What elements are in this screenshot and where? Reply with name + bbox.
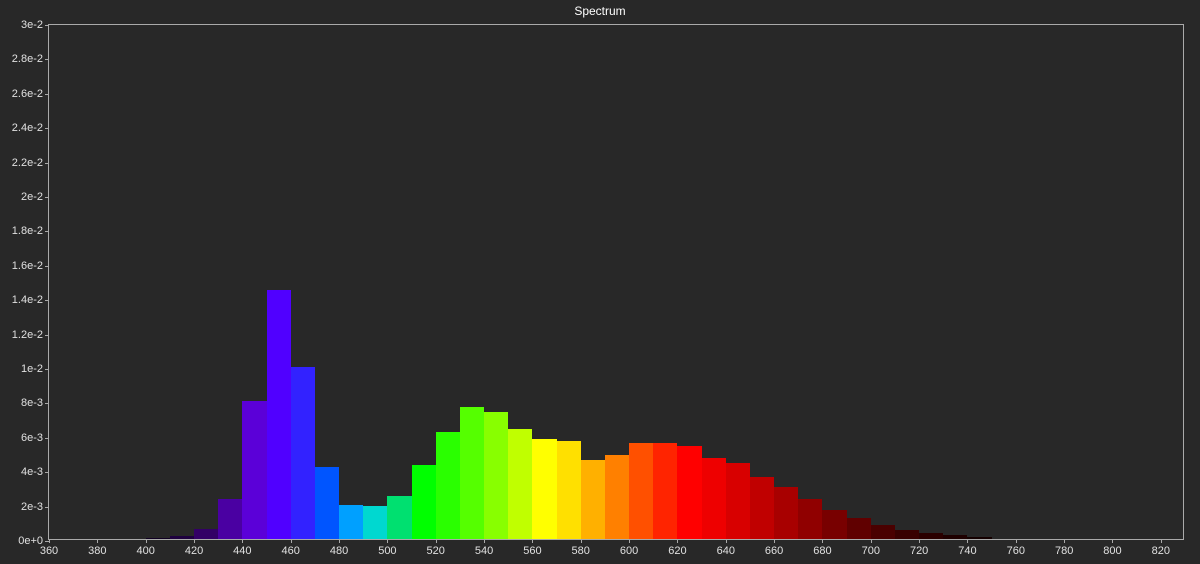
spectrum-bar: [702, 458, 726, 539]
spectrum-bar: [750, 477, 774, 539]
x-tick-mark: [629, 539, 630, 543]
x-tick-mark: [774, 539, 775, 543]
spectrum-bar: [605, 455, 629, 539]
spectrum-bar: [242, 401, 266, 539]
spectrum-bar: [774, 487, 798, 539]
spectrum-bar: [339, 505, 363, 539]
spectrum-bar: [871, 525, 895, 539]
x-tick-mark: [677, 539, 678, 543]
x-tick-mark: [339, 539, 340, 543]
spectrum-bar: [291, 367, 315, 539]
y-tick-mark: [45, 94, 49, 95]
spectrum-bar: [557, 441, 581, 539]
x-tick-mark: [1016, 539, 1017, 543]
spectrum-bar: [581, 460, 605, 539]
y-tick-label: 2.4e-2: [12, 122, 49, 134]
y-tick-mark: [45, 335, 49, 336]
y-tick-label: 1.2e-2: [12, 329, 49, 341]
y-tick-mark: [45, 438, 49, 439]
y-tick-mark: [45, 197, 49, 198]
y-tick-mark: [45, 59, 49, 60]
spectrum-bar: [267, 290, 291, 539]
spectrum-bar: [484, 412, 508, 539]
y-tick-label: 2.2e-2: [12, 157, 49, 169]
x-tick-mark: [1064, 539, 1065, 543]
spectrum-chart: Spectrum 0e+02e-34e-36e-38e-31e-21.2e-21…: [0, 0, 1200, 564]
x-tick-mark: [97, 539, 98, 543]
x-tick-mark: [436, 539, 437, 543]
x-tick-mark: [581, 539, 582, 543]
spectrum-bar: [218, 499, 242, 539]
x-tick-mark: [871, 539, 872, 543]
y-tick-label: 2.6e-2: [12, 88, 49, 100]
spectrum-bar: [822, 510, 846, 539]
spectrum-bar: [532, 439, 556, 539]
y-tick-mark: [45, 472, 49, 473]
x-tick-mark: [49, 539, 50, 543]
y-tick-mark: [45, 369, 49, 370]
chart-title: Spectrum: [574, 4, 625, 18]
x-tick-mark: [194, 539, 195, 543]
x-tick-mark: [1161, 539, 1162, 543]
y-tick-mark: [45, 507, 49, 508]
y-tick-label: 1.4e-2: [12, 294, 49, 306]
y-tick-mark: [45, 403, 49, 404]
x-tick-mark: [242, 539, 243, 543]
spectrum-bar: [798, 499, 822, 539]
y-tick-label: 1.6e-2: [12, 260, 49, 272]
plot-area: 0e+02e-34e-36e-38e-31e-21.2e-21.4e-21.6e…: [48, 24, 1184, 540]
x-tick-mark: [146, 539, 147, 543]
x-tick-mark: [532, 539, 533, 543]
spectrum-bar: [363, 506, 387, 539]
y-tick-label: 2.8e-2: [12, 53, 49, 65]
spectrum-bar: [460, 407, 484, 539]
spectrum-bar: [508, 429, 532, 539]
x-tick-mark: [291, 539, 292, 543]
x-tick-mark: [1112, 539, 1113, 543]
spectrum-bar: [436, 432, 460, 539]
x-tick-mark: [484, 539, 485, 543]
spectrum-bar: [847, 518, 871, 539]
spectrum-bar: [726, 463, 750, 539]
bars-container: [49, 25, 1183, 539]
x-tick-mark: [387, 539, 388, 543]
spectrum-bar: [387, 496, 411, 539]
x-tick-mark: [822, 539, 823, 543]
y-tick-mark: [45, 231, 49, 232]
y-tick-mark: [45, 25, 49, 26]
y-tick-mark: [45, 163, 49, 164]
x-tick-mark: [967, 539, 968, 543]
x-tick-mark: [726, 539, 727, 543]
y-tick-label: 1.8e-2: [12, 225, 49, 237]
spectrum-bar: [194, 529, 218, 539]
y-tick-mark: [45, 128, 49, 129]
spectrum-bar: [895, 530, 919, 539]
spectrum-bar: [677, 446, 701, 539]
x-tick-mark: [919, 539, 920, 543]
spectrum-bar: [315, 467, 339, 539]
spectrum-bar: [412, 465, 436, 539]
spectrum-bar: [653, 443, 677, 539]
y-tick-mark: [45, 300, 49, 301]
y-tick-mark: [45, 266, 49, 267]
spectrum-bar: [629, 443, 653, 539]
